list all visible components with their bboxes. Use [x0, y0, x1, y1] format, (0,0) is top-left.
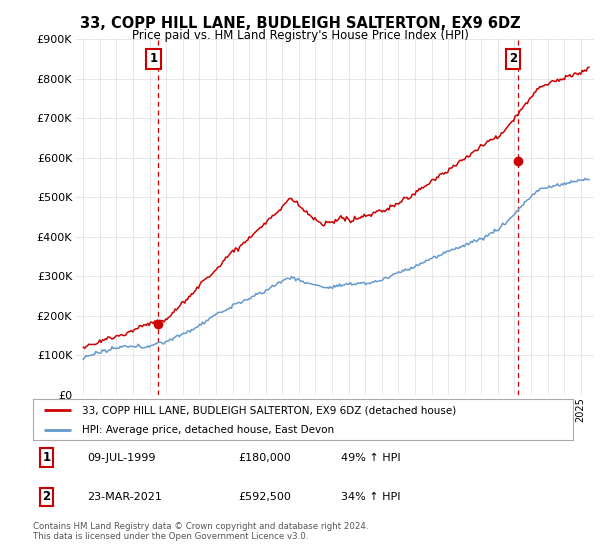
Text: 23-MAR-2021: 23-MAR-2021: [87, 492, 162, 502]
Text: 1: 1: [43, 451, 50, 464]
Text: Contains HM Land Registry data © Crown copyright and database right 2024.
This d: Contains HM Land Registry data © Crown c…: [33, 522, 368, 542]
Text: 49% ↑ HPI: 49% ↑ HPI: [341, 452, 400, 463]
Text: Price paid vs. HM Land Registry's House Price Index (HPI): Price paid vs. HM Land Registry's House …: [131, 29, 469, 42]
Text: 34% ↑ HPI: 34% ↑ HPI: [341, 492, 400, 502]
Text: £592,500: £592,500: [238, 492, 291, 502]
Text: HPI: Average price, detached house, East Devon: HPI: Average price, detached house, East…: [82, 424, 334, 435]
Text: 33, COPP HILL LANE, BUDLEIGH SALTERTON, EX9 6DZ (detached house): 33, COPP HILL LANE, BUDLEIGH SALTERTON, …: [82, 405, 456, 415]
Text: 2: 2: [509, 53, 517, 66]
Text: 2: 2: [43, 491, 50, 503]
Text: 1: 1: [149, 53, 157, 66]
Text: £180,000: £180,000: [238, 452, 291, 463]
Text: 09-JUL-1999: 09-JUL-1999: [87, 452, 155, 463]
Text: 33, COPP HILL LANE, BUDLEIGH SALTERTON, EX9 6DZ: 33, COPP HILL LANE, BUDLEIGH SALTERTON, …: [80, 16, 520, 31]
